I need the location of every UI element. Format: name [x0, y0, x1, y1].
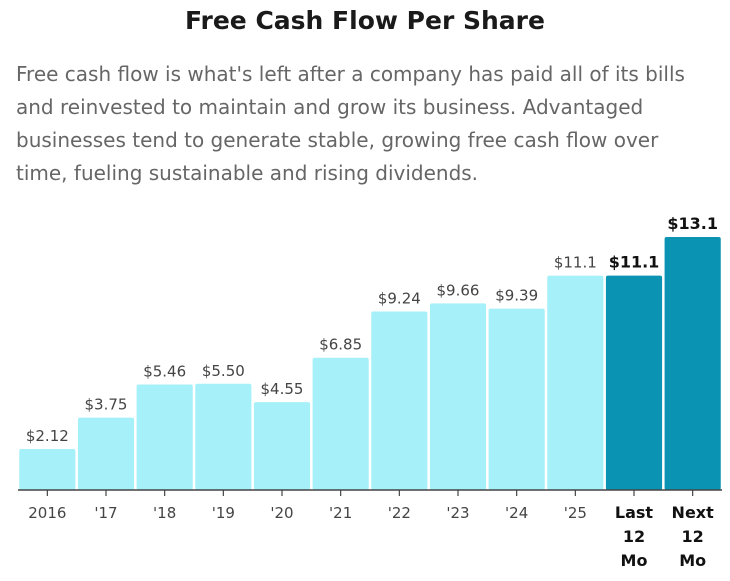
value-label-11: $13.1: [667, 214, 718, 233]
x-tick-labels-group: 2016 '17 '18 '19 '20 '21 '22 '23 '24 '25 Last 12 Mo N…: [28, 503, 714, 570]
bar-1: [77, 417, 135, 490]
value-label-7: $9.66: [437, 281, 480, 299]
x-tick-label-1: '17: [94, 504, 117, 522]
value-label-2: $5.46: [143, 363, 186, 381]
value-label-0: $2.12: [26, 427, 69, 445]
x-tick-label-2: '18: [153, 504, 176, 522]
x-tick-label-9: '25: [564, 504, 587, 522]
value-label-10: $11.1: [609, 253, 660, 272]
bar-4: [253, 402, 311, 490]
value-label-8: $9.39: [495, 287, 538, 305]
bar-0: [19, 449, 76, 490]
bar-9: [547, 275, 604, 490]
chart-description: Free cash flow is what's left after a co…: [16, 62, 685, 185]
bar-11: [664, 237, 721, 490]
x-tick-label-3: '19: [212, 504, 235, 522]
bar-8: [488, 308, 545, 490]
x-tick-label-11: Next 12 Mo: [672, 503, 715, 570]
bar-7: [429, 303, 487, 490]
x-tick-label-7: '23: [446, 504, 469, 522]
bar-3: [195, 383, 252, 490]
chart-title: Free Cash Flow Per Share: [185, 6, 545, 35]
bars-group: [19, 237, 721, 490]
value-label-1: $3.75: [85, 396, 128, 414]
bar-6: [371, 311, 428, 490]
x-tick-label-5: '21: [329, 504, 352, 522]
value-labels-group: $2.12 $3.75 $5.46 $5.50 $4.55 $6.85 $9.24 $9.66…: [26, 214, 718, 445]
x-tick-label-10: Last 12 Mo: [615, 503, 654, 570]
value-label-6: $9.24: [378, 290, 421, 308]
bar-5: [312, 357, 369, 490]
x-tick-label-6: '22: [388, 504, 411, 522]
x-tick-label-0: 2016: [28, 504, 66, 522]
x-tick-label-8: '24: [505, 504, 528, 522]
value-label-5: $6.85: [319, 336, 362, 354]
bar-10: [605, 275, 663, 490]
value-label-9: $11.1: [554, 254, 597, 272]
bar-2: [136, 384, 193, 490]
x-tick-label-4: '20: [270, 504, 293, 522]
value-label-3: $5.50: [202, 362, 245, 380]
x-ticks-group: [46, 490, 694, 496]
value-label-4: $4.55: [261, 380, 304, 398]
